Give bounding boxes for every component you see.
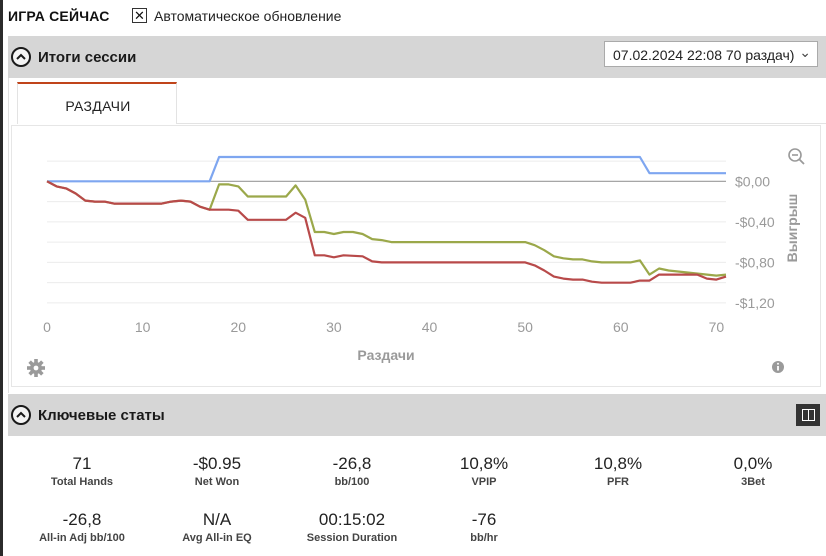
session-results-header: Итоги сессии 07.02.2024 22:08 70 раздач)… (8, 36, 826, 78)
stat-net-won: -$0.95 Net Won (192, 454, 242, 488)
zoom-icon[interactable] (788, 148, 805, 165)
y-tick-label: -$0,80 (735, 254, 775, 270)
page-title: ИГРА СЕЙЧАС (8, 8, 110, 24)
collapse-stats-button[interactable] (11, 405, 31, 425)
series-line-red (46, 180, 727, 284)
x-tick-label: 30 (326, 319, 342, 335)
chevron-up-icon (16, 53, 26, 60)
x-axis-label: Раздачи (357, 347, 414, 363)
y-axis-label: Выигрыш (784, 194, 800, 263)
tab-hands-label: РАЗДАЧИ (65, 98, 131, 114)
layout-toggle-button[interactable] (796, 404, 820, 426)
x-axis-ticks: 0 10 20 30 40 50 60 70 (43, 319, 724, 335)
session-select[interactable]: 07.02.2024 22:08 70 раздач) ⌄ (604, 41, 818, 67)
y-axis-ticks: $0,00 -$0,40 -$0,80 -$1,20 (735, 173, 775, 311)
y-tick-label: $0,00 (735, 173, 770, 189)
top-bar: ИГРА СЕЙЧАС ✕ Автоматическое обновление (8, 0, 826, 34)
info-icon[interactable] (772, 361, 784, 373)
stat-session-duration: 00:15:02 Session Duration (306, 510, 398, 544)
stat-pfr: 10,8% PFR (593, 454, 643, 488)
session-select-value: 07.02.2024 22:08 70 раздач) (613, 47, 795, 63)
chevron-down-icon: ⌄ (799, 44, 811, 60)
settings-gear-icon[interactable] (27, 359, 45, 377)
stat-avg-allin-eq: N/A Avg All-in EQ (182, 510, 252, 544)
stat-bb100: -26,8 bb/100 (332, 454, 372, 488)
chevron-up-icon (16, 411, 26, 418)
stat-3bet: 0,0% 3Bet (733, 454, 773, 488)
auto-update-checkbox[interactable]: ✕ (132, 8, 147, 23)
chart-panel: РАЗДАЧИ 0 10 20 30 40 50 60 70 $0,00 -$0,40 -$0,8… (8, 78, 826, 393)
x-tick-label: 20 (230, 319, 246, 335)
winnings-chart: 0 10 20 30 40 50 60 70 $0,00-$0,40-$0,80-$1,20 … (27, 148, 805, 377)
collapse-session-button[interactable] (11, 47, 31, 67)
y-tick-label: -$0,40 (735, 214, 775, 230)
x-tick-label: 40 (422, 319, 438, 335)
chart-frame (11, 125, 821, 387)
tab-hands[interactable]: РАЗДАЧИ (17, 82, 177, 124)
stat-vpip: 10,8% VPIP (459, 454, 509, 488)
stat-allin-adj-bb100: -26,8 All-in Adj bb/100 (39, 510, 125, 544)
x-tick-label: 60 (613, 319, 629, 335)
session-results-title: Итоги сессии (38, 49, 137, 66)
left-window-edge (0, 0, 3, 556)
stat-total-hands: 71 Total Hands (50, 454, 114, 488)
key-stats-header: Ключевые статы (8, 394, 826, 436)
x-tick-label: 0 (43, 319, 51, 335)
x-tick-label: 50 (517, 319, 533, 335)
key-stats-title: Ключевые статы (38, 407, 165, 424)
x-tick-label: 70 (709, 319, 725, 335)
key-stats-grid: 71 Total Hands -$0.95 Net Won -26,8 bb/1… (8, 436, 826, 556)
stat-bb-hr: -76 bb/hr (470, 510, 498, 544)
x-tick-label: 10 (135, 319, 151, 335)
y-tick-label: -$1,20 (735, 295, 775, 311)
chart-series (46, 155, 727, 284)
auto-update-label[interactable]: Автоматическое обновление (154, 8, 342, 24)
series-line-blue (47, 155, 726, 183)
